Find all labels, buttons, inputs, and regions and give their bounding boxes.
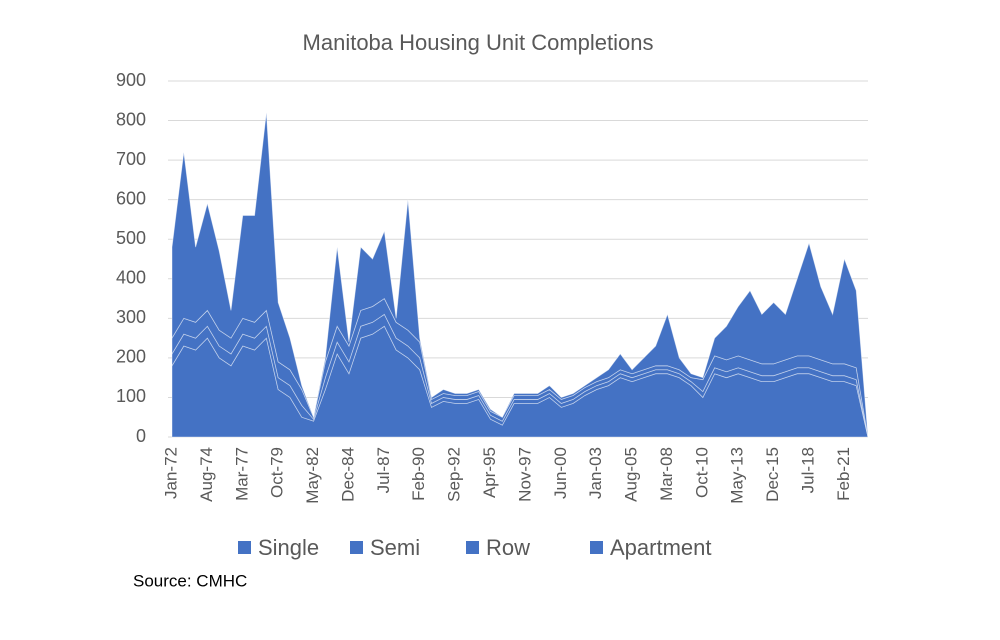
x-tick-label: May-82 — [303, 447, 322, 504]
legend-label: Apartment — [610, 535, 712, 560]
y-tick-label: 700 — [116, 149, 146, 169]
x-tick-label: Jun-00 — [551, 447, 570, 499]
source-note: Source: CMHC — [133, 571, 247, 590]
x-tick-label: Jul-87 — [374, 447, 393, 493]
legend-label: Single — [258, 535, 319, 560]
y-tick-label: 800 — [116, 109, 146, 129]
x-tick-label: Aug-05 — [622, 447, 641, 502]
area — [171, 112, 869, 438]
x-tick-label: Sep-92 — [445, 447, 464, 502]
y-tick-label: 200 — [116, 347, 146, 367]
x-tick-label: Jan-72 — [161, 447, 180, 499]
legend-label: Row — [486, 535, 530, 560]
legend-swatch — [350, 541, 363, 554]
x-tick-label: Dec-15 — [763, 447, 782, 502]
x-tick-label: Aug-74 — [197, 447, 216, 502]
y-tick-label: 400 — [116, 268, 146, 288]
x-tick-label: Dec-84 — [338, 447, 357, 502]
y-tick-label: 600 — [116, 188, 146, 208]
x-tick-label: May-13 — [728, 447, 747, 504]
x-tick-label: Apr-95 — [480, 447, 499, 498]
x-tick-label: Mar-77 — [232, 447, 251, 501]
x-tick-label: Oct-79 — [268, 447, 287, 498]
x-tick-label: Feb-21 — [834, 447, 853, 501]
legend-swatch — [238, 541, 251, 554]
y-tick-label: 300 — [116, 307, 146, 327]
x-tick-label: Mar-08 — [657, 447, 676, 501]
x-tick-label: Nov-97 — [515, 447, 534, 502]
y-tick-label: 900 — [116, 70, 146, 90]
y-tick-label: 0 — [136, 426, 146, 446]
y-tick-label: 100 — [116, 386, 146, 406]
x-tick-label: Oct-10 — [692, 447, 711, 498]
x-tick-label: Feb-90 — [409, 447, 428, 501]
legend-swatch — [466, 541, 479, 554]
legend-label: Semi — [370, 535, 420, 560]
x-tick-label: Jan-03 — [586, 447, 605, 499]
chart-title: Manitoba Housing Unit Completions — [303, 30, 654, 55]
legend-swatch — [590, 541, 603, 554]
y-tick-label: 500 — [116, 228, 146, 248]
x-tick-label: Jul-18 — [799, 447, 818, 493]
